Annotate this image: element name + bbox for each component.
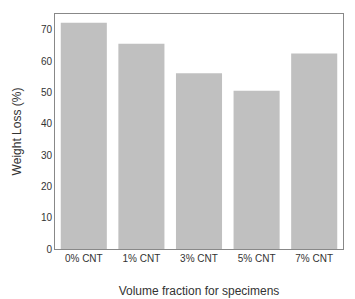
svg-text:3% CNT: 3% CNT	[180, 253, 218, 264]
svg-text:20: 20	[41, 181, 53, 192]
svg-text:40: 40	[41, 118, 53, 129]
svg-text:50: 50	[41, 87, 53, 98]
svg-text:1% CNT: 1% CNT	[123, 253, 161, 264]
svg-text:30: 30	[41, 150, 53, 161]
svg-text:5% CNT: 5% CNT	[238, 253, 276, 264]
svg-text:0: 0	[46, 244, 52, 255]
svg-text:10: 10	[41, 212, 53, 223]
svg-text:Weight Loss (%): Weight Loss (%)	[10, 88, 24, 176]
svg-text:7% CNT: 7% CNT	[295, 253, 333, 264]
svg-text:0% CNT: 0% CNT	[65, 253, 103, 264]
svg-text:70: 70	[41, 24, 53, 35]
svg-text:Volume fraction for specimens: Volume fraction for specimens	[119, 284, 280, 298]
svg-text:60: 60	[41, 56, 53, 67]
